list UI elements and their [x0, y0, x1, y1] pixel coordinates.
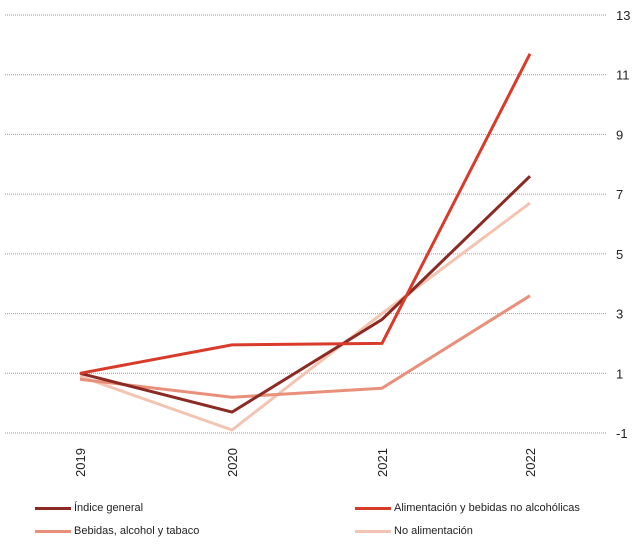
y-tick-label: 3 — [616, 307, 623, 322]
series-line — [79, 294, 531, 399]
y-tick-label: 1 — [616, 366, 623, 381]
y-tick-label: -1 — [616, 426, 628, 441]
y-tick-label: 9 — [616, 127, 623, 142]
x-tick-label: 2020 — [225, 448, 240, 477]
y-tick-label: 7 — [616, 187, 623, 202]
x-tick-label: 2019 — [73, 448, 88, 477]
y-tick-label: 5 — [616, 247, 623, 262]
x-tick-label: 2022 — [523, 448, 538, 477]
y-tick-label: 11 — [616, 68, 630, 83]
x-tick-label: 2021 — [375, 448, 390, 477]
series-line — [79, 201, 531, 432]
series-lines — [79, 53, 532, 432]
series-line — [79, 175, 532, 414]
x-axis-ticks: 2019 2020 2021 2022 — [73, 448, 538, 477]
y-tick-label: 13 — [616, 8, 630, 23]
series-line — [79, 53, 532, 375]
